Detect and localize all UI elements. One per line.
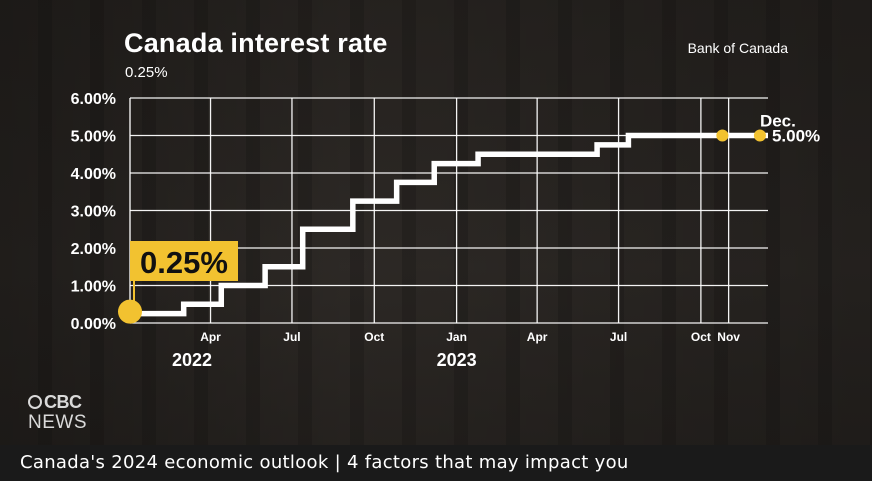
x-tick-label: Jul — [610, 330, 627, 344]
x-tick-label: Oct — [364, 330, 384, 344]
y-tick-label: 5.00% — [71, 129, 116, 146]
start-point-marker — [118, 299, 142, 324]
end-point-marker — [753, 129, 766, 142]
callout-box — [130, 241, 238, 281]
y-tick-label: 2.00% — [71, 241, 116, 258]
x-tick-label: Jan — [446, 330, 467, 344]
cbc-gem-icon — [28, 395, 42, 409]
logo-division: NEWS — [28, 412, 87, 433]
chart-subtitle: 0.25% — [125, 64, 168, 81]
x-year-label: 2022 — [172, 350, 212, 370]
x-tick-label: Apr — [200, 330, 221, 344]
y-tick-label: 4.00% — [71, 166, 116, 183]
x-tick-label: Oct — [691, 330, 711, 344]
chart-title: Canada interest rate — [124, 28, 388, 58]
x-year-label: 2023 — [437, 350, 477, 370]
logo-network: CBC — [44, 392, 82, 412]
interest-rate-chart: 0.00% 1.00% 2.00% 3.00% 4.00% 5.00% 6.00% Apr Ju… — [71, 91, 821, 370]
headline-banner: Canada's 2024 economic outlook | 4 facto… — [0, 445, 872, 481]
end-point-label: Dec. — [760, 112, 796, 131]
callout-value-label: 0.25% — [140, 245, 228, 280]
y-tick-label: 6.00% — [71, 91, 116, 108]
data-source: Bank of Canada — [687, 40, 788, 56]
end-point-value-label: 5.00% — [772, 127, 820, 146]
y-tick-label: 3.00% — [71, 204, 116, 221]
headline-text: Canada's 2024 economic outlook | 4 facto… — [20, 452, 629, 473]
rate-step-line — [130, 132, 768, 317]
building-photo-background — [0, 0, 872, 445]
x-tick-label: Jul — [283, 330, 300, 344]
y-tick-label: 0.00% — [71, 316, 116, 333]
highlight-point-marker — [716, 129, 729, 142]
cbc-news-logo: CBC NEWS — [28, 393, 87, 432]
x-tick-label: Nov — [717, 330, 740, 344]
x-tick-label: Apr — [527, 330, 548, 344]
y-tick-label: 1.00% — [71, 279, 116, 296]
